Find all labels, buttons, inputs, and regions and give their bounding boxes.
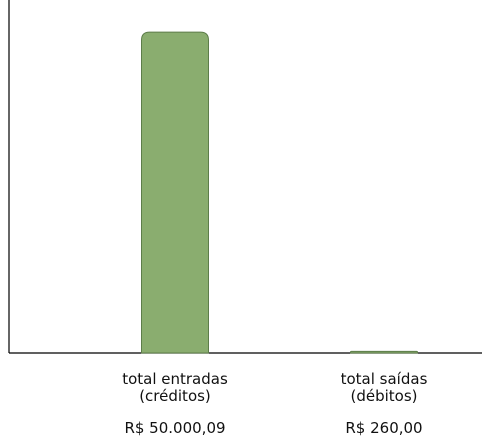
category-label-entradas-line1: total entradas [122, 370, 228, 388]
category-label-saidas-line1: total saídas [340, 370, 428, 388]
category-label-saidas-line2: (débitos) [350, 387, 418, 405]
bars-group [141, 31, 418, 354]
category-label-saidas: total saídas (débitos) [304, 371, 464, 405]
category-label-entradas: total entradas (créditos) [95, 371, 255, 405]
category-label-entradas-line2: (créditos) [139, 387, 211, 405]
value-label-saidas: R$ 260,00 [345, 419, 423, 437]
bar-entradas [141, 31, 209, 354]
value-label-entradas: R$ 50.000,09 [124, 419, 226, 437]
bar-saidas [350, 350, 418, 354]
